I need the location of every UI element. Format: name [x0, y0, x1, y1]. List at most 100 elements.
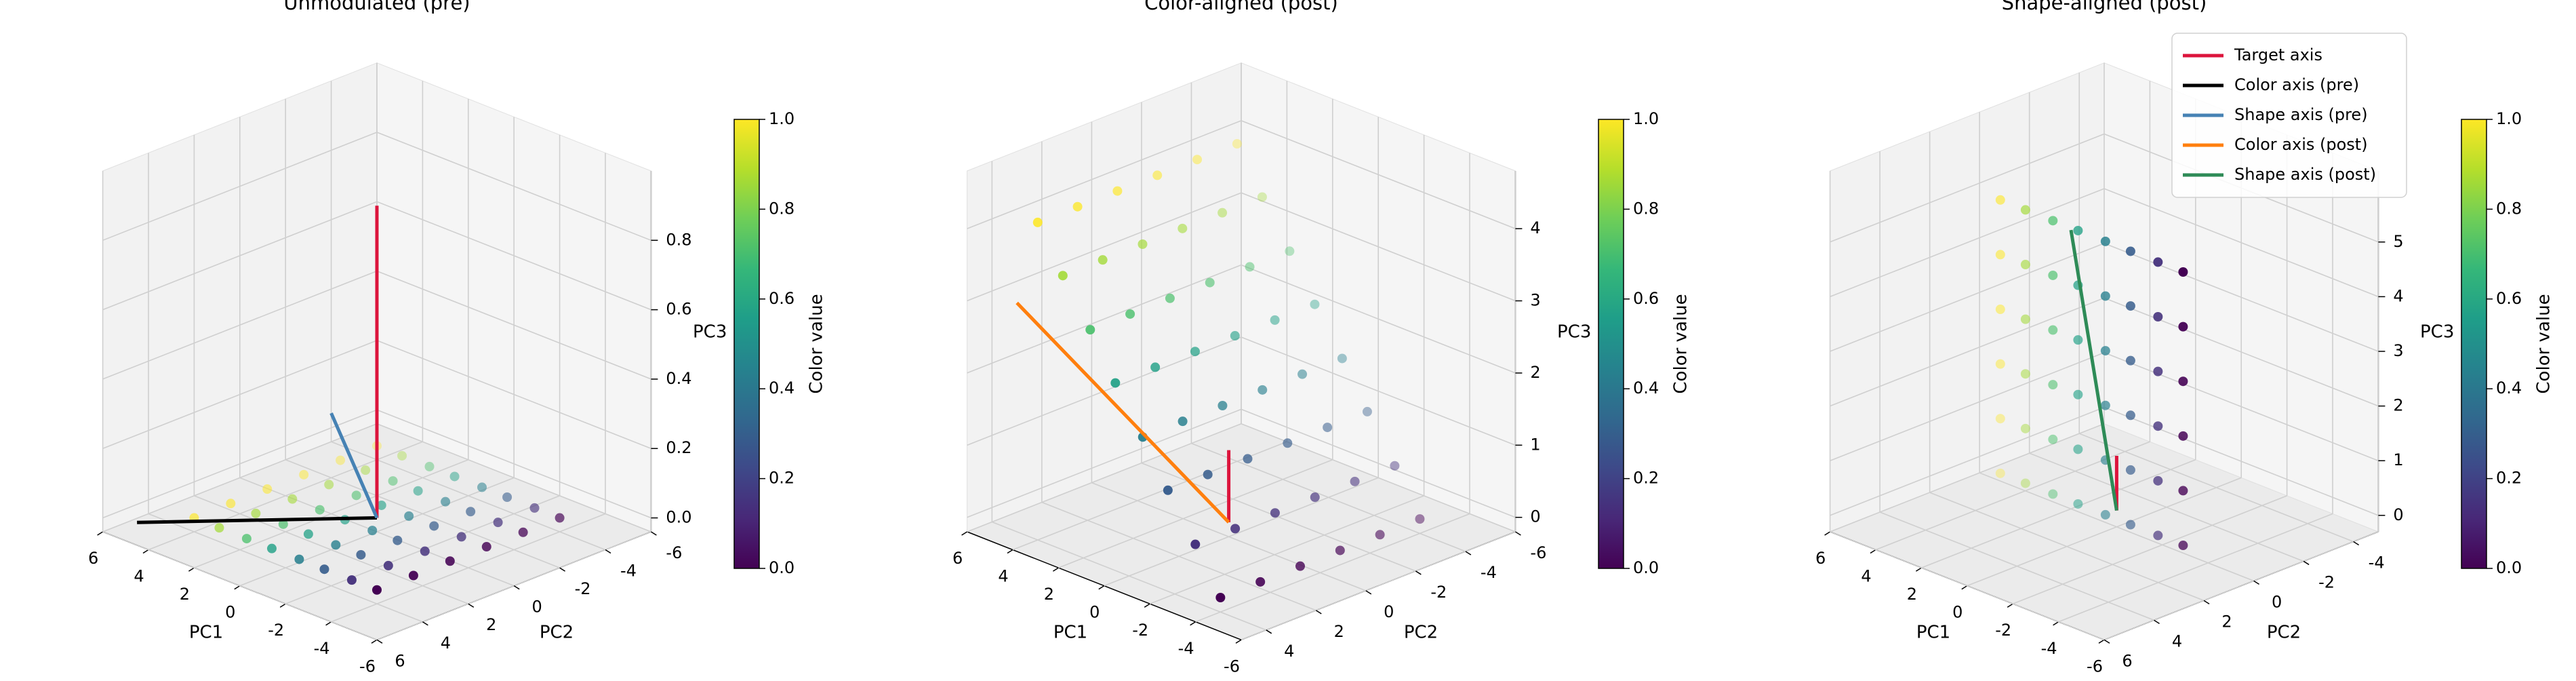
grid-line: [1921, 459, 2196, 568]
point: [1150, 362, 1161, 372]
colorbar-tick-label: 0.0: [2496, 558, 2522, 577]
point: [319, 564, 329, 575]
grid-line: [967, 408, 1242, 518]
y-tick: [1365, 590, 1372, 595]
legend-label: Shape axis (pre): [2234, 105, 2368, 124]
point: [1072, 201, 1083, 212]
x-tick-label: -2: [1132, 621, 1148, 640]
z-tick-label: 0: [2393, 505, 2403, 524]
point: [1415, 514, 1425, 524]
point: [1125, 309, 1135, 319]
grid-line: [1241, 336, 1516, 446]
colorbar-tick-label: 0.8: [2496, 199, 2522, 218]
point: [1995, 468, 2005, 478]
point: [1295, 561, 1306, 571]
grid-line: [102, 409, 378, 519]
point: [2020, 423, 2030, 433]
y-tick-label: 0: [532, 598, 542, 617]
point: [2048, 325, 2058, 335]
point: [397, 450, 407, 461]
z-tick-label: 0: [1530, 507, 1540, 526]
y-axis-label: PC2: [1404, 623, 1438, 643]
point: [2125, 410, 2135, 421]
x-axis-label: PC1: [1053, 623, 1087, 643]
y-tick-label: 6: [2122, 651, 2132, 670]
x-tick-label: 4: [134, 567, 144, 586]
axis-vector: [329, 412, 379, 519]
x-tick: [1190, 621, 1196, 626]
point: [1375, 530, 1385, 540]
y-tick-label: 2: [486, 615, 496, 634]
point: [2100, 236, 2110, 246]
y-tick: [513, 585, 520, 590]
point: [262, 484, 273, 494]
point: [2048, 489, 2058, 499]
y-tick-label: 2: [2221, 612, 2232, 631]
point: [2020, 314, 2030, 324]
point: [1285, 246, 1295, 256]
x-tick: [97, 531, 103, 536]
grid-line: [1830, 188, 2105, 298]
grid-line: [102, 340, 378, 449]
point: [1138, 239, 1148, 250]
y-tick-label: -6: [1530, 543, 1546, 562]
grid-line: [376, 423, 651, 532]
grid-line: [1830, 406, 2105, 516]
point: [529, 503, 540, 513]
y-tick: [2253, 580, 2259, 585]
point: [2125, 301, 2135, 311]
x-tick-label: -6: [2087, 657, 2103, 676]
legend-box: [2171, 33, 2407, 198]
x-tick-label: 4: [1861, 567, 1871, 586]
grid-line: [2104, 352, 2379, 461]
point: [1257, 192, 1267, 202]
z-tick-label: 0.6: [666, 300, 691, 319]
colorbar-tick-label: 0.2: [769, 469, 794, 488]
point: [445, 556, 455, 566]
point: [2020, 369, 2030, 379]
grid-line: [1967, 477, 2242, 587]
point: [315, 505, 325, 515]
x-tick: [1052, 567, 1059, 572]
point: [331, 540, 341, 550]
point: [2125, 246, 2135, 256]
x-tick-label: -4: [1178, 639, 1194, 658]
point: [2178, 376, 2188, 387]
point: [1190, 539, 1201, 549]
chart-title: Color-aligned (post): [1144, 0, 1338, 14]
legend-label: Color axis (pre): [2234, 75, 2359, 94]
grid-line: [1830, 423, 2105, 532]
point: [1110, 378, 1121, 388]
grid-line: [1195, 513, 1470, 623]
z-tick-label: 2: [2393, 396, 2403, 415]
point: [287, 494, 298, 504]
colorbar-tick-label: 0.6: [1633, 289, 1659, 308]
point: [1245, 262, 1255, 272]
x-tick: [1961, 585, 1968, 590]
grid-line: [1979, 472, 2254, 582]
z-tick-label: 1: [2393, 450, 2403, 469]
y-tick: [1415, 570, 1422, 575]
point: [2178, 541, 2188, 551]
z-tick-label: 0.2: [666, 438, 691, 457]
x-tick-label: -4: [2041, 639, 2057, 658]
grid-line: [2104, 242, 2379, 352]
grid-line: [2058, 513, 2333, 623]
point: [408, 570, 418, 581]
z-axis-label: PC3: [2420, 322, 2454, 343]
colorbar-tick-label: 0.8: [769, 199, 794, 218]
point: [2153, 530, 2163, 541]
grid-line: [2104, 188, 2379, 298]
y-tick-label: -2: [575, 579, 591, 598]
grid-line: [376, 201, 651, 311]
point: [477, 482, 487, 492]
point: [294, 554, 304, 564]
point: [2020, 478, 2030, 488]
point: [1362, 406, 1372, 416]
grid-line: [1241, 408, 1516, 518]
grid-line: [1830, 297, 2105, 407]
panel: -6 -4 -2 0 2 4 6 -4 -2 0 2 4 6 0 1 2 3 4 5 PC1 PC2 PC3 Shape-a…: [1815, 0, 2554, 676]
point: [1995, 305, 2005, 315]
y-tick-label: 0: [2272, 592, 2282, 611]
